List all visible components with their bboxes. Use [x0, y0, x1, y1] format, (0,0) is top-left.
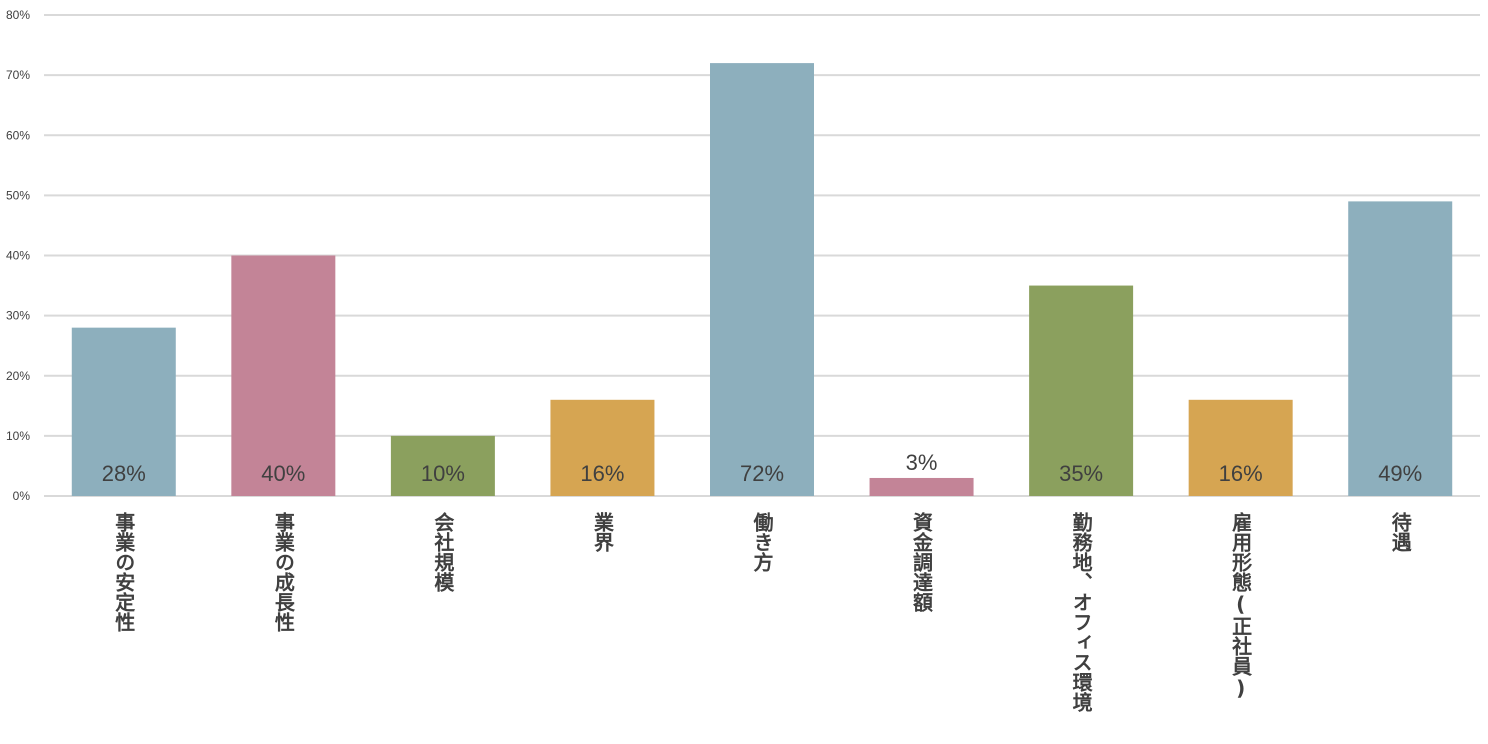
x-axis-label: 雇用形態(正社員) — [1229, 511, 1253, 700]
y-tick-label: 30% — [6, 309, 30, 323]
x-axis-label: 会社規模 — [431, 511, 455, 593]
x-axis-label: 待遇 — [1388, 511, 1412, 553]
bar — [71, 327, 176, 496]
bar — [1348, 201, 1453, 496]
x-axis-label: 業界 — [590, 511, 614, 553]
y-tick-label: 50% — [6, 188, 30, 202]
data-label: 72% — [740, 461, 784, 486]
data-label: 28% — [102, 461, 146, 486]
data-label: 3% — [906, 450, 938, 475]
y-tick-label: 20% — [6, 369, 30, 383]
data-label: 10% — [421, 461, 465, 486]
x-axis-label: 事業の安定性 — [112, 511, 136, 633]
data-label: 16% — [1219, 461, 1263, 486]
y-tick-label: 70% — [6, 68, 30, 82]
data-label: 16% — [580, 461, 624, 486]
y-tick-label: 10% — [6, 429, 30, 443]
x-axis-label: 事業の成長性 — [271, 511, 295, 633]
data-labels: 28% 40% 10% 16% 72% 3% 35% 16% 49% — [102, 450, 1422, 486]
data-label: 40% — [261, 461, 305, 486]
x-axis-label: 勤務地、オフィス環境 — [1069, 511, 1093, 713]
data-label: 35% — [1059, 461, 1103, 486]
x-axis-labels: 事業の安定性 事業の成長性 会社規模 業界 働き方 資金調達額 勤務地、オフィス環境 雇用形態… — [112, 511, 1412, 713]
data-label: 49% — [1378, 461, 1422, 486]
x-axis-label: 働き方 — [750, 512, 774, 573]
bar — [231, 255, 336, 496]
bars — [71, 63, 1453, 496]
bar — [390, 435, 495, 496]
y-tick-label: 0% — [13, 489, 31, 503]
bar — [869, 477, 974, 496]
y-axis-ticks: 0% 10% 20% 30% 40% 50% 60% 70% 80% — [6, 8, 30, 503]
y-tick-label: 60% — [6, 128, 30, 142]
bar — [550, 399, 655, 496]
bar — [710, 63, 814, 496]
y-tick-label: 80% — [6, 8, 30, 22]
bar — [1188, 399, 1293, 496]
x-axis-label: 資金調達額 — [910, 511, 934, 613]
bar — [1029, 285, 1134, 496]
y-tick-label: 40% — [6, 249, 30, 263]
